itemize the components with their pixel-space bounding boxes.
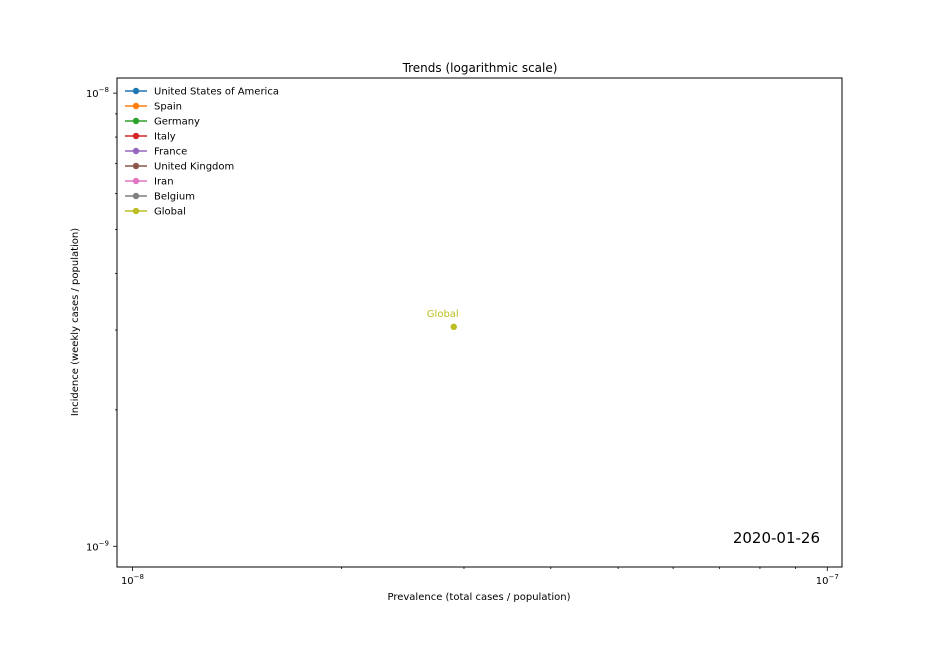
date-label: 2020-01-26 — [733, 529, 820, 547]
data-point — [450, 323, 457, 331]
legend-label: Belgium — [154, 192, 195, 203]
legend-item: United States of America — [125, 87, 279, 98]
legend: United States of America Spain Germany Ital… — [125, 87, 279, 218]
legend-marker — [132, 147, 140, 155]
x-axis-label: Prevalence (total cases / population) — [387, 592, 570, 603]
legend-marker — [132, 102, 140, 110]
legend-item: Iran — [125, 177, 174, 188]
legend-marker — [132, 162, 140, 170]
legend-marker — [132, 87, 140, 95]
plot-frame — [116, 77, 843, 568]
legend-label: Iran — [154, 177, 174, 188]
legend-marker — [132, 192, 140, 200]
legend-label: United Kingdom — [154, 162, 234, 173]
x-tick-label: 10−8 — [121, 573, 144, 587]
y-tick-label: 10−8 — [86, 86, 109, 100]
legend-marker — [132, 177, 140, 185]
series-layer: Global — [427, 309, 459, 331]
y-tick-label: 10−9 — [86, 539, 109, 553]
legend-item: Germany — [125, 117, 200, 128]
legend-item: Italy — [125, 132, 176, 143]
legend-marker — [132, 132, 140, 140]
legend-item: France — [125, 147, 187, 158]
legend-marker — [132, 117, 140, 125]
y-axis-label: Incidence (weekly cases / population) — [70, 228, 81, 416]
legend-marker — [132, 207, 140, 215]
series-annotation: Global — [427, 309, 459, 320]
legend-item: Spain — [125, 102, 182, 113]
x-tick-label: 10−7 — [816, 573, 839, 587]
legend-label: France — [154, 147, 187, 158]
legend-item: Global — [125, 207, 186, 218]
legend-item: Belgium — [125, 192, 195, 203]
chart-title: Trends (logarithmic scale) — [402, 61, 558, 75]
y-axis-ticks: 10−8 10−9 — [86, 86, 117, 553]
legend-item: United Kingdom — [125, 162, 234, 173]
legend-label: Italy — [154, 132, 176, 143]
legend-label: Spain — [154, 102, 182, 113]
x-axis-ticks: 10−8 10−7 — [121, 567, 839, 587]
legend-label: United States of America — [154, 87, 279, 98]
legend-label: Global — [154, 207, 186, 218]
legend-label: Germany — [154, 117, 200, 128]
